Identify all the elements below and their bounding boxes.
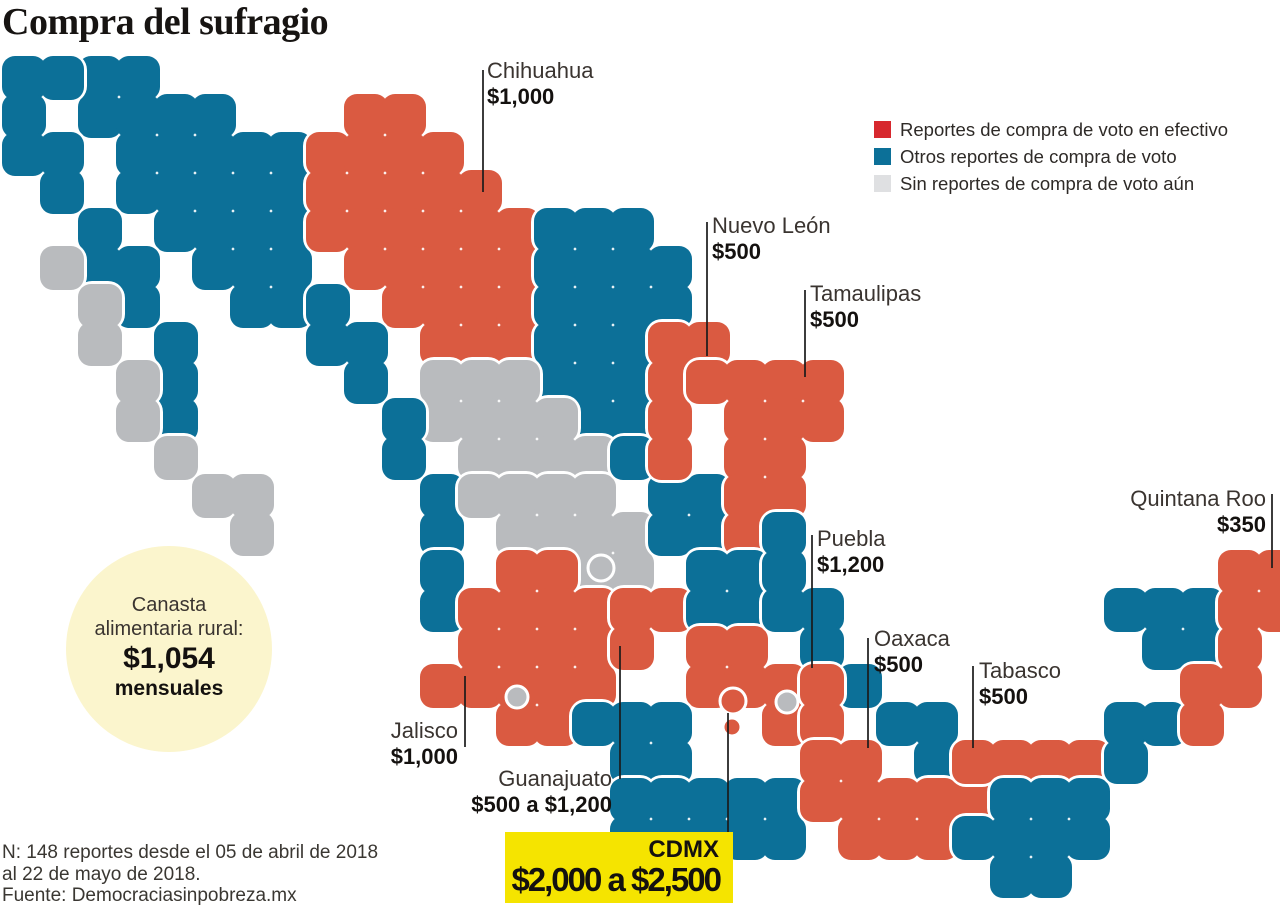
- state-chiapas: [949, 775, 1113, 901]
- state-dot-aguascalientes: [586, 553, 616, 583]
- legend-label: Otros reportes de compra de voto: [900, 146, 1177, 167]
- state-campeche: [1101, 699, 1189, 787]
- cash-swatch-icon: [874, 121, 891, 138]
- state-yucatan: [1101, 585, 1227, 673]
- annotation-tabasco: Tabasco $500: [979, 658, 1061, 709]
- state-queretaro-hidalgo: [683, 547, 771, 635]
- annotation-jalisco: Jalisco $1,000: [310, 718, 458, 769]
- legend-label: Sin reportes de compra de voto aún: [900, 173, 1195, 194]
- state-dot-tlaxcala: [774, 689, 800, 715]
- annotation-quintana-roo: Quintana Roo $350: [1066, 486, 1266, 537]
- state-chihuahua: [303, 91, 543, 369]
- state-label: Nuevo León: [712, 213, 831, 238]
- state-label: Tamaulipas: [810, 281, 922, 306]
- state-value: $1,000: [390, 744, 458, 769]
- state-label: Puebla: [817, 526, 886, 551]
- state-sinaloa: [303, 281, 467, 559]
- annotation-oaxaca: Oaxaca $500: [874, 626, 950, 677]
- state-jalisco: [417, 547, 619, 749]
- annotation-puebla: Puebla $1,200: [817, 526, 886, 577]
- state-label: Oaxaca: [874, 626, 950, 651]
- state-dot-morelos: [721, 716, 743, 738]
- canasta-note-circle: Canasta alimentaria rural: $1,054 mensua…: [66, 546, 272, 752]
- state-label: Chihuahua: [487, 58, 594, 83]
- annotation-nuevo-leon: Nuevo León $500: [712, 213, 831, 264]
- canasta-line2: alimentaria rural:: [94, 618, 244, 640]
- state-value: $500: [810, 307, 859, 332]
- state-value: $500: [712, 239, 761, 264]
- state-label: Jalisco: [390, 718, 458, 743]
- state-label: Quintana Roo: [1130, 486, 1266, 511]
- state-value: $500: [874, 652, 923, 677]
- canasta-line1: Canasta: [131, 594, 207, 616]
- state-value: $350: [1217, 512, 1266, 537]
- state-label: Tabasco: [979, 658, 1061, 683]
- none-swatch-icon: [874, 175, 891, 192]
- annotation-guanajuato: Guanajuato $500 a $1,200: [415, 766, 612, 817]
- cdmx-highlight-box: CDMX $2,000 a $2,500: [505, 832, 733, 903]
- state-coahuila: [531, 205, 695, 445]
- state-value: $500: [979, 684, 1028, 709]
- state-tamaulipas: [683, 357, 847, 559]
- state-estado-de-mexico: [683, 623, 809, 749]
- annotation-chihuahua: Chihuahua $1,000: [487, 58, 593, 109]
- state-baja-california: [0, 53, 201, 445]
- state-value: $2,000 a $2,500: [511, 861, 722, 898]
- canasta-unit: mensuales: [114, 677, 224, 700]
- state-label: CDMX: [648, 836, 719, 863]
- legend-item-other: Otros reportes de compra de voto: [874, 146, 1228, 168]
- other-swatch-icon: [874, 148, 891, 165]
- legend-label: Reportes de compra de voto en efectivo: [900, 119, 1229, 140]
- state-san-luis-potosi: [607, 433, 733, 559]
- state-durango: [417, 357, 619, 483]
- footnote: N: 148 reportes desde el 05 de abril de …: [2, 842, 378, 905]
- state-veracruz: [759, 509, 961, 787]
- state-nuevo-leon: [645, 319, 733, 483]
- state-value: $1,000: [487, 84, 555, 109]
- state-value: $500 a $1,200: [471, 792, 612, 817]
- state-value: $1,200: [817, 552, 885, 577]
- state-nayarit: [417, 547, 467, 635]
- footnote-source: Fuente: Democraciasinpobreza.mx: [2, 885, 297, 905]
- state-puebla: [797, 661, 847, 749]
- canasta-value: $1,054: [123, 642, 215, 675]
- footnote-line1: N: 148 reportes desde el 05 de abril de …: [2, 842, 379, 863]
- state-oaxaca: [797, 737, 999, 863]
- state-sonora: [75, 53, 315, 331]
- legend-item-none: Sin reportes de compra de voto aún: [874, 173, 1228, 195]
- state-quintana-roo: [1177, 547, 1280, 749]
- state-dot-colima: [504, 684, 530, 710]
- state-guanajuato: [607, 585, 695, 673]
- state-dot-cdmx: [718, 686, 748, 716]
- legend: Reportes de compra de voto en efectivo O…: [874, 119, 1228, 200]
- state-baja-california-sur: [37, 243, 277, 559]
- state-label: Guanajuato: [498, 766, 612, 791]
- page-title: Compra del sufragio: [2, 1, 329, 43]
- legend-item-cash: Reportes de compra de voto en efectivo: [874, 119, 1228, 141]
- state-zacatecas: [455, 471, 657, 597]
- state-tabasco: [949, 737, 1113, 787]
- annotation-tamaulipas: Tamaulipas $500: [810, 281, 921, 332]
- footnote-line2: al 22 de mayo de 2018.: [2, 863, 201, 885]
